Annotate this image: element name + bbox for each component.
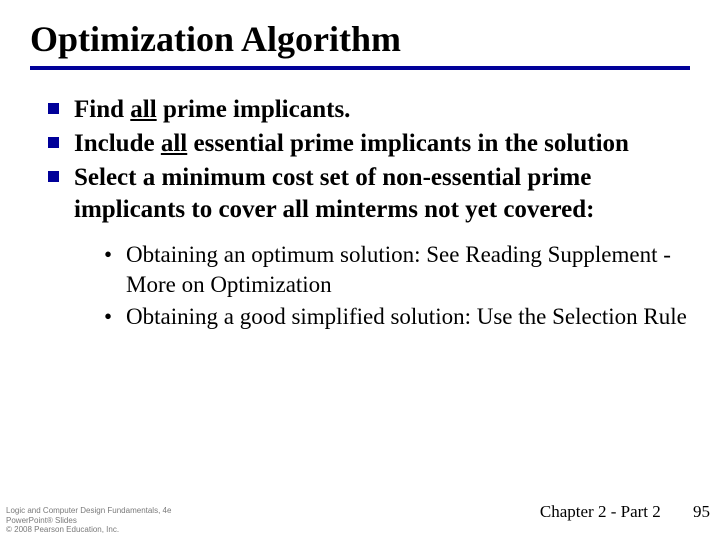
chapter-label: Chapter 2 - Part 2 [540,502,661,522]
footer-line: PowerPoint® Slides [6,516,171,525]
footer-line: Logic and Computer Design Fundamentals, … [6,506,171,515]
bullet-text-post: essential prime implicants in the soluti… [187,130,629,157]
title-rule [30,66,690,70]
slide-title: Optimization Algorithm [30,18,690,60]
bullet-text-post: Select a minimum cost set of non-essenti… [74,164,594,223]
sub-bullet-list: Obtaining an optimum solution: See Readi… [74,240,690,332]
bullet-item: Select a minimum cost set of non-essenti… [48,162,690,332]
main-bullet-list: Find all prime implicants. Include all e… [30,94,690,332]
footer-line: © 2008 Pearson Education, Inc. [6,525,171,534]
page-number: 95 [693,502,710,522]
sub-bullet-item: Obtaining an optimum solution: See Readi… [104,240,690,300]
sub-bullet-item: Obtaining a good simplified solution: Us… [104,302,690,332]
bullet-text-post: prime implicants. [157,96,351,123]
footer-credits: Logic and Computer Design Fundamentals, … [6,506,171,534]
slide: Optimization Algorithm Find all prime im… [0,0,720,540]
bullet-text-underline: all [161,130,187,157]
bullet-text-pre: Include [74,130,161,157]
footer-right: Chapter 2 - Part 2 95 [540,502,710,522]
bullet-text-underline: all [130,96,156,123]
bullet-text-pre: Find [74,96,130,123]
bullet-item: Include all essential prime implicants i… [48,128,690,160]
bullet-item: Find all prime implicants. [48,94,690,126]
